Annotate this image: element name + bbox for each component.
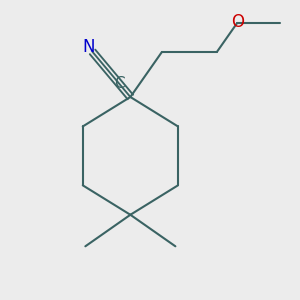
Text: O: O (231, 13, 244, 31)
Text: C: C (115, 76, 125, 91)
Text: N: N (82, 38, 95, 56)
